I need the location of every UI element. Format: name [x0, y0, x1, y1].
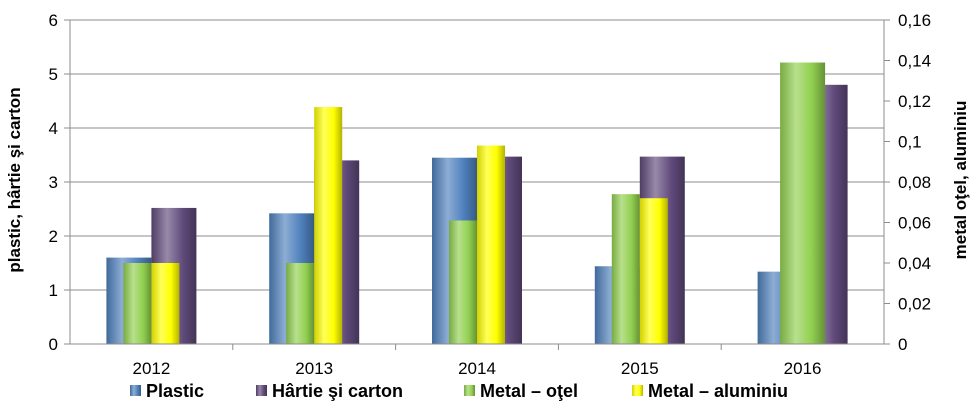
x-tick-label: 2013	[295, 359, 333, 378]
x-tick-label: 2014	[458, 359, 496, 378]
bars	[106, 62, 848, 345]
legend: Plastic Hârtie şi carton Metal – oţel Metal…	[130, 381, 788, 401]
y-axis-title: plastic, hârtie şi carton	[5, 87, 24, 272]
y2-tick-label: 0,06	[898, 214, 931, 233]
bar-metal-ot-el-2012	[123, 263, 152, 344]
y2-tick-label: 0,14	[898, 52, 931, 71]
legend-swatch-metal-aluminiu	[632, 385, 643, 396]
y-tick-label: 1	[49, 281, 58, 300]
y2-tick-label: 0,16	[898, 11, 931, 30]
axes	[64, 19, 890, 350]
x-tick-label: 2015	[621, 359, 659, 378]
y2-tick-label: 0,08	[898, 173, 931, 192]
right-axis-ticks: 0 0,02 0,04 0,06 0,08 0,1 0,12 0,14 0,16	[898, 11, 931, 354]
legend-label-metal-ot-el: Metal – oţel	[480, 381, 578, 401]
y2-tick-label: 0	[898, 335, 907, 354]
bar-metal-ot-el-2015	[611, 194, 640, 344]
bar-metal-aluminiu-2015	[639, 198, 668, 344]
x-axis-ticks: 2012 2013 2014 2015 2016	[132, 359, 821, 378]
legend-label-metal-aluminiu: Metal – aluminiu	[648, 381, 788, 401]
legend-label-ha-rtie-s-i-carton: Hârtie şi carton	[272, 381, 403, 401]
x-tick-label: 2012	[132, 359, 170, 378]
bar-metal-aluminiu-2014	[477, 145, 505, 344]
y2-tick-label: 0,1	[898, 133, 922, 152]
y-tick-label: 4	[49, 119, 58, 138]
bar-metal-ot-el-2013	[286, 263, 315, 344]
y-tick-label: 6	[49, 11, 58, 30]
bar-metal-ot-el-2016	[780, 62, 826, 345]
y-tick-label: 0	[49, 335, 58, 354]
legend-label-plastic: Plastic	[146, 381, 204, 401]
bar-metal-aluminiu-2013	[314, 107, 343, 344]
legend-swatch-plastic	[130, 385, 141, 396]
y2-tick-label: 0,02	[898, 295, 931, 314]
y-tick-label: 2	[49, 227, 58, 246]
x-tick-label: 2016	[784, 359, 822, 378]
y-tick-label: 5	[49, 65, 58, 84]
y2-tick-label: 0,12	[898, 92, 931, 111]
bar-metal-aluminiu-2012	[151, 263, 180, 344]
legend-swatch-metal-ot-el	[464, 385, 475, 396]
legend-swatch-ha-rtie-s-i-carton	[256, 385, 267, 396]
y2-tick-label: 0,04	[898, 254, 931, 273]
y-tick-label: 3	[49, 173, 58, 192]
y2-axis-title: metal oţel, aluminiu	[951, 101, 970, 260]
bar-metal-ot-el-2014	[449, 220, 477, 344]
left-axis-ticks: 0 1 2 3 4 5 6	[49, 11, 58, 354]
